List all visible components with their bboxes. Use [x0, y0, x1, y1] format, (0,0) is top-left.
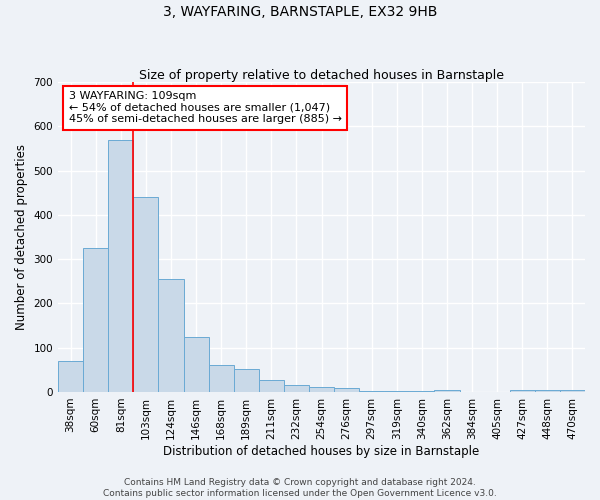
Text: Contains HM Land Registry data © Crown copyright and database right 2024.
Contai: Contains HM Land Registry data © Crown c… — [103, 478, 497, 498]
X-axis label: Distribution of detached houses by size in Barnstaple: Distribution of detached houses by size … — [163, 444, 479, 458]
Bar — [259, 380, 284, 392]
Bar — [184, 336, 209, 392]
Bar — [108, 140, 133, 392]
Bar — [560, 390, 585, 392]
Bar — [510, 390, 535, 392]
Text: 3, WAYFARING, BARNSTAPLE, EX32 9HB: 3, WAYFARING, BARNSTAPLE, EX32 9HB — [163, 5, 437, 19]
Bar — [309, 386, 334, 392]
Bar — [434, 390, 460, 392]
Bar — [409, 391, 434, 392]
Y-axis label: Number of detached properties: Number of detached properties — [15, 144, 28, 330]
Title: Size of property relative to detached houses in Barnstaple: Size of property relative to detached ho… — [139, 69, 504, 82]
Bar — [133, 197, 158, 392]
Bar — [334, 388, 359, 392]
Bar — [83, 248, 108, 392]
Bar — [384, 391, 409, 392]
Text: 3 WAYFARING: 109sqm
← 54% of detached houses are smaller (1,047)
45% of semi-det: 3 WAYFARING: 109sqm ← 54% of detached ho… — [68, 92, 341, 124]
Bar — [58, 361, 83, 392]
Bar — [233, 369, 259, 392]
Bar — [158, 279, 184, 392]
Bar — [209, 364, 233, 392]
Bar — [535, 390, 560, 392]
Bar — [359, 390, 384, 392]
Bar — [284, 386, 309, 392]
